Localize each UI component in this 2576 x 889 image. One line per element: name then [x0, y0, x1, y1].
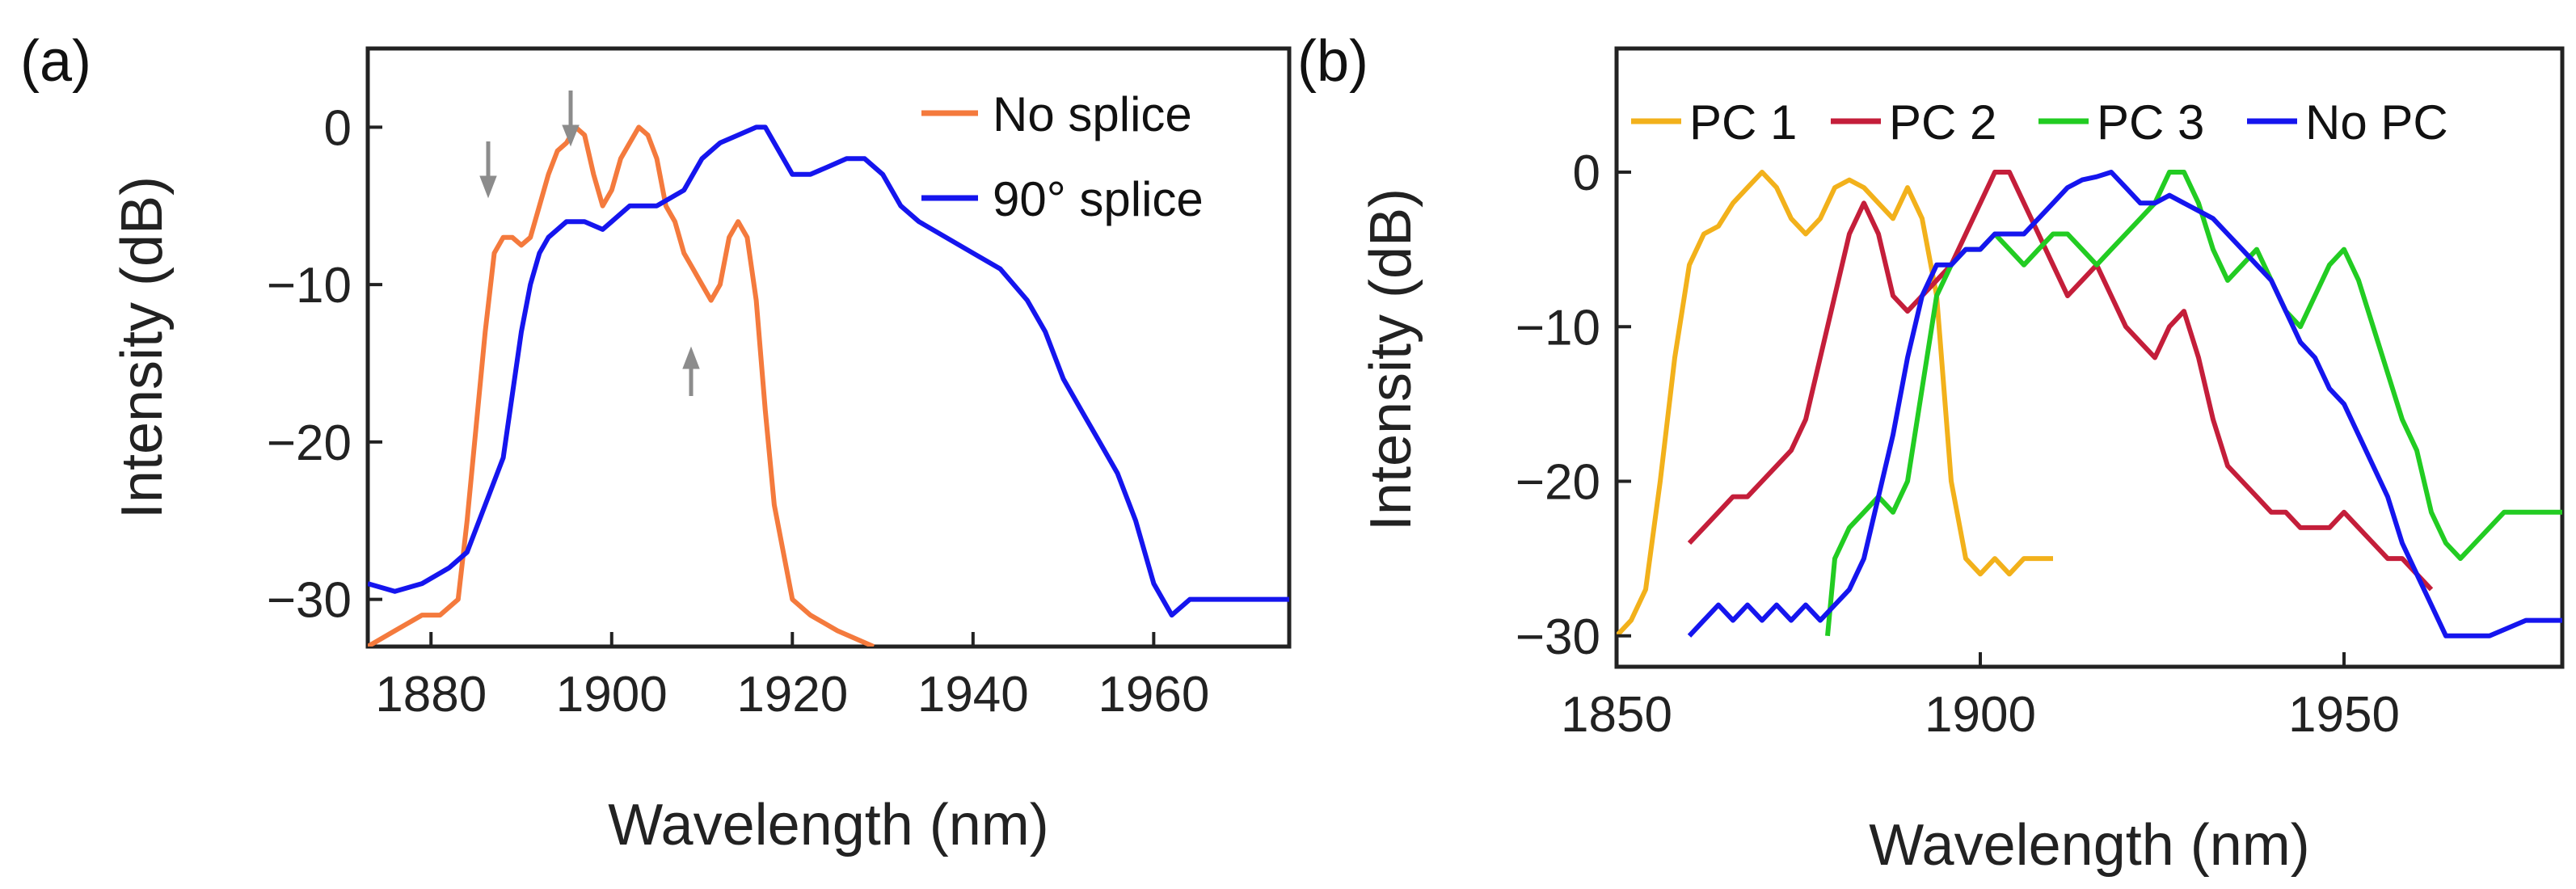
panel-a-legend: No splice 90° splice [921, 87, 1204, 226]
series-line-no-splice [368, 124, 875, 647]
x-tick-label: 1940 [917, 667, 1029, 723]
legend-item-no-splice: No splice [921, 87, 1192, 141]
y-tick-label: 0 [324, 100, 352, 156]
panel-b-label: (b) [1297, 29, 1368, 94]
panel-b-ylabel: Intensity (dB) [1359, 188, 1423, 531]
y-tick-label: 0 [1573, 145, 1600, 201]
legend-item-no-pc: No PC [2247, 95, 2448, 150]
series-line-pc-2 [1687, 170, 2434, 592]
panel-b-xlabel: Wavelength (nm) [1869, 813, 2310, 878]
panel-b: (b) 1850 1900 1950 0 −10 −20 −30 Wavelength (n… [1297, 29, 2565, 878]
legend-label-pc3: PC 3 [2097, 95, 2204, 150]
panel-b-legend: PC 1 PC 2 PC 3 No PC [1631, 95, 2448, 150]
panel-b-ticks: 1850 1900 1950 0 −10 −20 −30 [1516, 145, 2400, 743]
y-tick-label: −10 [1516, 300, 1600, 356]
legend-label-90-splice: 90° splice [993, 172, 1204, 226]
panel-a-ylabel: Intensity (dB) [110, 176, 175, 519]
legend-label-pc2: PC 2 [1889, 95, 1996, 150]
up-arrow-1910 [682, 346, 700, 396]
legend-label-no-splice: No splice [993, 87, 1192, 141]
panel-a-ticks: 1880 1900 1920 1940 1960 0 −10 −20 −30 [267, 100, 1209, 723]
legend-label-no-pc: No PC [2305, 95, 2448, 150]
down-arrow-1888 [479, 141, 497, 199]
down-arrow-1897 [562, 91, 580, 147]
x-tick-label: 1880 [375, 667, 487, 723]
panel-a-label: (a) [20, 29, 91, 94]
x-tick-label: 1950 [2288, 687, 2400, 743]
legend-label-pc1: PC 1 [1689, 95, 1797, 150]
panel-a-series [368, 124, 1289, 647]
legend-item-pc2: PC 2 [1831, 95, 1996, 150]
x-tick-label: 1920 [736, 667, 848, 723]
series-line-pc-3 [1825, 170, 2562, 637]
panel-a-xlabel: Wavelength (nm) [608, 793, 1049, 857]
series-line-90-splice [368, 124, 1289, 618]
series-line-pc-1 [1617, 170, 2053, 638]
panel-b-series [1617, 170, 2562, 638]
legend-item-pc3: PC 3 [2038, 95, 2204, 150]
panel-b-frame [1614, 46, 2565, 669]
y-tick-label: −10 [267, 258, 352, 314]
y-tick-label: −30 [267, 573, 352, 629]
series-line-no-pc [1687, 170, 2562, 638]
y-tick-label: −30 [1516, 609, 1600, 665]
x-tick-label: 1960 [1098, 667, 1209, 723]
panel-a: (a) 1880 1900 1920 1940 1960 0 −10 −20 −30 Wavel… [20, 29, 1292, 857]
panel-a-frame [365, 46, 1292, 649]
legend-item-90-splice: 90° splice [921, 172, 1204, 226]
x-tick-label: 1900 [556, 667, 668, 723]
x-tick-label: 1900 [1925, 687, 2036, 743]
y-tick-label: −20 [1516, 455, 1600, 511]
y-tick-label: −20 [267, 415, 352, 471]
x-tick-label: 1850 [1561, 687, 1672, 743]
legend-item-pc1: PC 1 [1631, 95, 1797, 150]
